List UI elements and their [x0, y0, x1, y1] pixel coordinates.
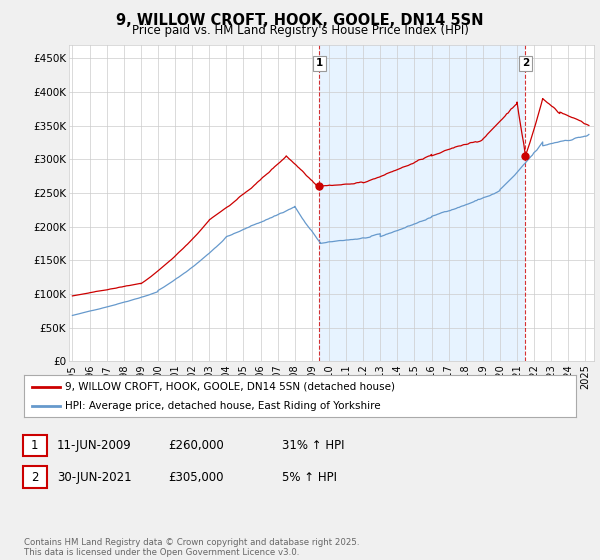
Text: £305,000: £305,000 — [168, 470, 224, 484]
Bar — [319, 45, 526, 361]
Text: 2: 2 — [31, 470, 38, 484]
Text: 9, WILLOW CROFT, HOOK, GOOLE, DN14 5SN (detached house): 9, WILLOW CROFT, HOOK, GOOLE, DN14 5SN (… — [65, 381, 395, 391]
Text: 31% ↑ HPI: 31% ↑ HPI — [282, 438, 344, 452]
Text: 11-JUN-2009: 11-JUN-2009 — [57, 438, 132, 452]
Text: £260,000: £260,000 — [168, 438, 224, 452]
Text: 30-JUN-2021: 30-JUN-2021 — [57, 470, 131, 484]
Text: Price paid vs. HM Land Registry's House Price Index (HPI): Price paid vs. HM Land Registry's House … — [131, 24, 469, 37]
Text: Contains HM Land Registry data © Crown copyright and database right 2025.
This d: Contains HM Land Registry data © Crown c… — [24, 538, 359, 557]
Text: 1: 1 — [316, 58, 323, 68]
Text: 2: 2 — [522, 58, 529, 68]
Text: 9, WILLOW CROFT, HOOK, GOOLE, DN14 5SN: 9, WILLOW CROFT, HOOK, GOOLE, DN14 5SN — [116, 13, 484, 28]
Text: 5% ↑ HPI: 5% ↑ HPI — [282, 470, 337, 484]
Text: HPI: Average price, detached house, East Riding of Yorkshire: HPI: Average price, detached house, East… — [65, 401, 381, 411]
Text: 1: 1 — [31, 438, 38, 452]
